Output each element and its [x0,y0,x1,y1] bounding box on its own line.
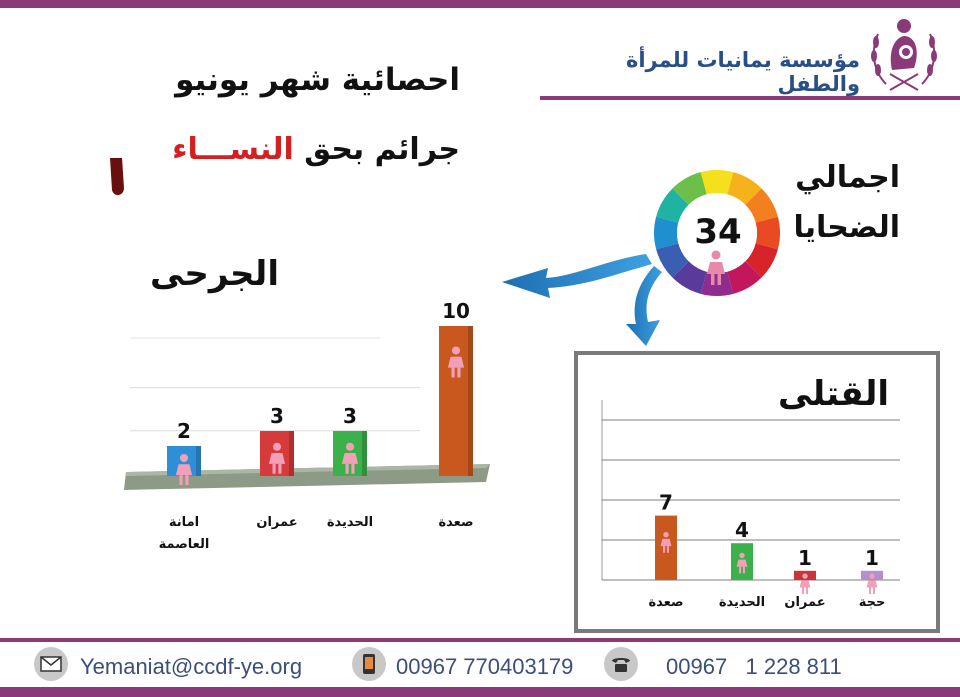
wheel-segment [745,188,778,223]
woman-icon [268,442,286,474]
category-label: الحديدة [327,515,373,530]
total-value: 34 [694,212,742,252]
bar-shade [468,326,473,476]
wheel-segment [654,216,679,250]
mobile-number: 00967 770403179 [396,654,574,679]
page-title: احصائية شهر يونيو [175,62,460,98]
bar-value-label: 3 [343,404,357,428]
woman-icon [736,552,748,574]
woman-icon [799,573,811,595]
subtitle-highlight: النســـاء [172,132,294,167]
woman-icon [866,573,878,595]
wheel-segment [672,172,707,205]
bar-value-label: 3 [270,404,284,428]
email-link[interactable]: Yemaniat@ccdf-ye.org [80,654,303,679]
bar-value-label: 4 [735,518,749,542]
envelope-icon [34,647,68,681]
total-label-line1: اجمالي [795,160,900,195]
bar-value-label: 10 [442,299,470,323]
bar [655,515,677,580]
bar-shade [196,446,201,476]
woman-icon [447,346,465,378]
phone-number: 00967 1 228 811 [666,654,842,679]
mother-child-laurel-logo [871,19,937,91]
injured-chart: 2 امانة العاصمة 3 عمران 3 الحديدة 10 صعدة [124,299,490,552]
category-label: امانة [169,515,199,530]
subtitle-prefix: جرائم بحق [293,132,460,167]
wheel-center [677,193,757,273]
injured-chart-title: الجرحى [150,254,279,294]
top-band [0,0,960,8]
wheel-segment [727,261,762,294]
bar-shade [362,431,367,476]
category-label: العاصمة [159,537,210,552]
category-label: عمران [256,515,297,530]
blood-drip-icon [110,158,124,196]
bar-value-label: 7 [659,491,673,515]
woman-icon [175,453,193,485]
killed-chart-title: القتلى [778,374,890,414]
platform-top [126,464,490,476]
wheel-segment [727,172,762,205]
org-name: مؤسسة يمانيات للمرأة والطفل [625,48,860,96]
wheel-segment [745,243,778,278]
category-label: حجة [859,595,886,610]
woman-icon [341,442,359,474]
category-label: عمران [784,595,825,610]
footer-bottom-band [0,687,960,697]
killed-chart: 7 صعدة 4 الحديدة 1 عمران 1 حجة [601,400,900,610]
wheel-segment [672,261,707,294]
category-label: صعدة [438,515,473,530]
wheel-segment [700,170,734,195]
bar-value-label: 1 [798,546,812,570]
telephone-icon [604,647,638,681]
wheel-segment [656,188,689,223]
mobile-phone-icon [352,647,386,681]
bar-shade [289,431,294,476]
page-subtitle: جرائم بحق النســـاء [172,132,460,167]
footer-top-band [0,638,960,642]
killed-chart-panel [574,351,940,633]
bar-value-label: 2 [177,419,191,443]
wheel-segment [700,271,734,296]
woman-icon [707,250,725,285]
wheel-segment [755,216,780,250]
total-color-wheel [654,170,780,296]
wheel-segment [656,243,689,278]
bar-value-label: 1 [865,546,879,570]
curved-arrow-icon [502,254,662,346]
header-underline [540,96,960,100]
category-label: صعدة [648,595,683,610]
total-label-line2: الضحايا [793,210,900,245]
category-label: الحديدة [719,595,765,610]
woman-icon [660,532,672,553]
